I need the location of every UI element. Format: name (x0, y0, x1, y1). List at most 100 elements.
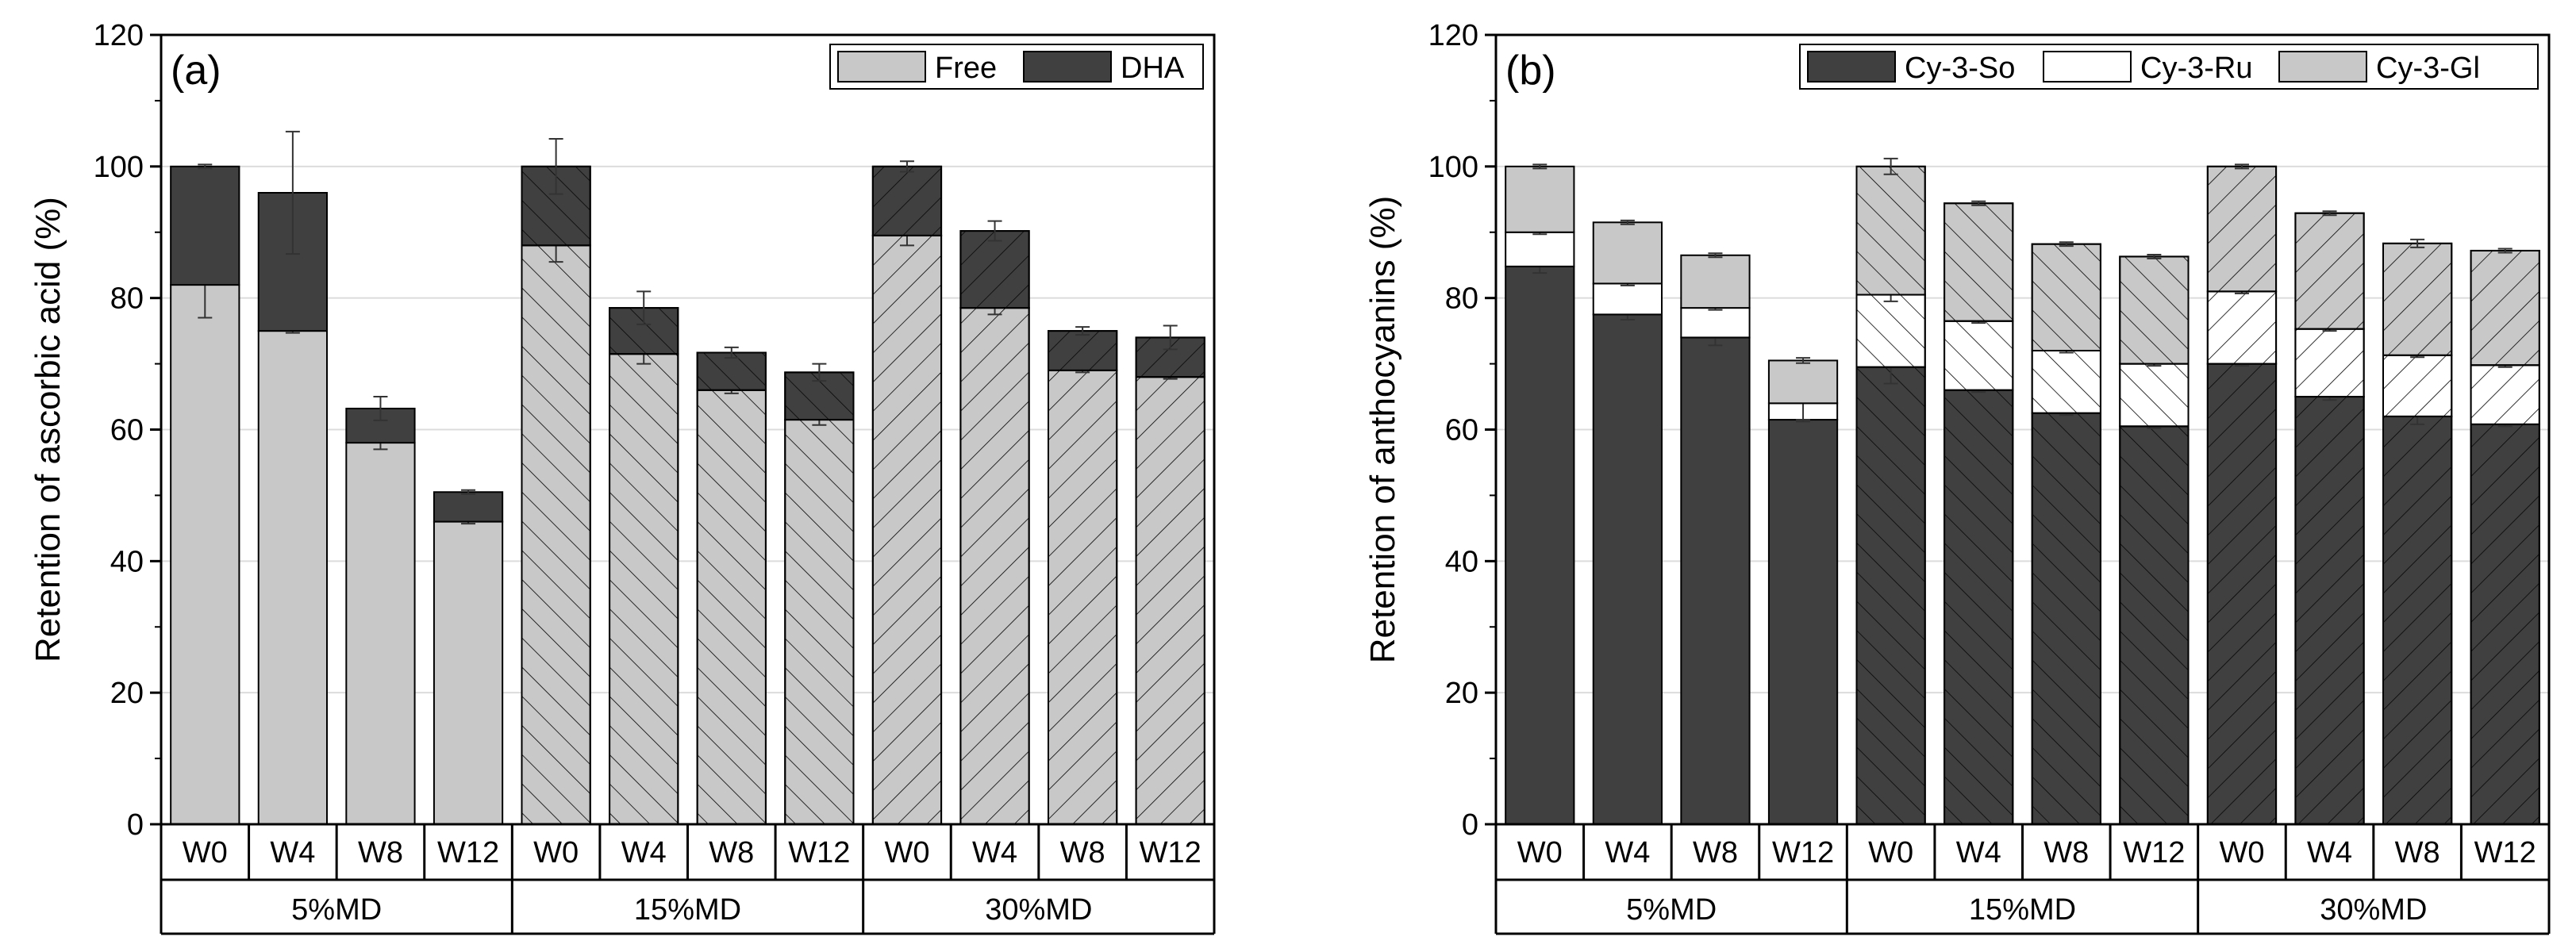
bar-hatch (2382, 354, 2453, 417)
x-tick-label: W4 (2307, 836, 2352, 869)
x-tick-label: W0 (183, 836, 228, 869)
bar-hatch (1855, 294, 1926, 368)
bar-segment (1592, 313, 1663, 826)
y-tick-label: 80 (110, 282, 144, 316)
error-bar (2410, 238, 2425, 248)
bar-hatch (2382, 415, 2453, 825)
error-bar (2322, 210, 2337, 217)
bar-hatch (521, 244, 591, 826)
group-label: 5%MD (291, 893, 382, 927)
error-bar (1163, 324, 1178, 351)
error-bar (461, 489, 476, 495)
group-label: 30%MD (2320, 893, 2427, 927)
x-tick-label: W8 (1060, 836, 1105, 869)
bar-hatch (1944, 389, 2014, 825)
group-label: 15%MD (1969, 893, 2076, 927)
bar-hatch (2031, 350, 2101, 414)
bar-hatch (2470, 364, 2540, 425)
bar-hatch (959, 230, 1030, 309)
bar-segment (1680, 336, 1751, 825)
error-bar (1971, 200, 1986, 206)
bar-segment (345, 442, 416, 825)
x-tick-label: W12 (437, 836, 499, 869)
bar-hatch (1855, 366, 1926, 825)
error-bar (2147, 253, 2162, 259)
x-tick-label: W8 (358, 836, 403, 869)
y-axis-title: Retention of anthocyanins (%) (1363, 196, 1402, 663)
x-tick-label: W0 (884, 836, 929, 869)
error-bar (2059, 241, 2074, 248)
legend-swatch (1023, 51, 1112, 83)
bar-segment (1767, 419, 1839, 825)
bar-hatch (2119, 425, 2190, 826)
y-tick-label: 60 (110, 414, 144, 447)
bar-hatch (1944, 202, 2014, 322)
error-bar (636, 290, 652, 325)
y-tick-label: 60 (1445, 414, 1478, 447)
y-tick-label: 120 (1428, 19, 1478, 52)
bar-hatch (1047, 369, 1118, 825)
panel-b-anthocyanins: 0 20 40 60 80 100 120 Retention of anthocyanins… (1363, 19, 2551, 935)
bar-segment (1505, 231, 1575, 267)
legend-swatch (2043, 51, 2132, 83)
x-tick-label: W8 (1693, 836, 1738, 869)
bar-segment (1680, 307, 1751, 339)
y-tick-label: 120 (94, 19, 144, 52)
bar-hatch (2294, 212, 2365, 330)
bar-hatch (696, 351, 767, 391)
bar-hatch (2382, 242, 2453, 356)
bar-hatch (696, 389, 767, 825)
error-bar (198, 163, 213, 170)
x-tick-label: W4 (270, 836, 315, 869)
error-bar (1796, 357, 1811, 364)
x-tick-label: W12 (788, 836, 850, 869)
error-bar (899, 160, 914, 173)
error-bar (724, 346, 739, 359)
error-bar (1075, 326, 1090, 336)
bar-hatch (2119, 255, 2190, 365)
x-tick-label: W12 (1140, 836, 1201, 869)
x-tick-label: W0 (2219, 836, 2264, 869)
bar-hatch (2031, 412, 2101, 825)
bar-hatch (1047, 330, 1118, 371)
error-bar (1883, 157, 1898, 175)
panel-label: (b) (1505, 48, 1556, 94)
x-tick-label: W0 (1868, 836, 1913, 869)
error-bar (1532, 163, 1548, 170)
bar-hatch (1855, 165, 1926, 296)
y-tick-label: 0 (1462, 808, 1478, 842)
bar-hatch (2031, 243, 2101, 351)
y-axis-title: Retention of ascorbic acid (%) (29, 197, 67, 662)
error-bar (548, 138, 563, 195)
panel-label: (a) (171, 48, 221, 94)
y-tick-label: 40 (1445, 545, 1478, 578)
bar-segment (1592, 282, 1663, 316)
bar-hatch (2294, 396, 2365, 825)
bar-segment (433, 520, 504, 825)
error-bar (373, 396, 388, 421)
bar-hatch (959, 307, 1030, 825)
y-tick-label: 20 (1445, 677, 1478, 710)
y-tick-label: 100 (1428, 151, 1478, 184)
x-tick-label: W12 (2474, 836, 2536, 869)
legend-entry: Free (935, 52, 997, 85)
bar-hatch (609, 353, 679, 826)
bar-segment (170, 284, 240, 826)
legend-entry: Cy-3-Gl (2376, 52, 2480, 85)
error-bar (285, 130, 300, 255)
x-tick-label: W8 (709, 836, 754, 869)
bar-hatch (1135, 376, 1205, 825)
legend: Free DHA (829, 44, 1204, 90)
x-tick-label: W12 (2123, 836, 2185, 869)
bar-segment (1505, 265, 1575, 826)
legend: Cy-3-So Cy-3-Ru Cy-3-Gl (1799, 44, 2539, 90)
y-tick-label: 20 (110, 677, 144, 710)
bar-segment (433, 491, 504, 523)
y-tick-label: 40 (110, 545, 144, 578)
x-tick-label: W4 (972, 836, 1017, 869)
bar-hatch (2119, 363, 2190, 428)
error-bar (987, 220, 1002, 242)
legend-swatch (837, 51, 926, 83)
bar-segment (1505, 165, 1575, 233)
legend-box (1799, 44, 2539, 90)
